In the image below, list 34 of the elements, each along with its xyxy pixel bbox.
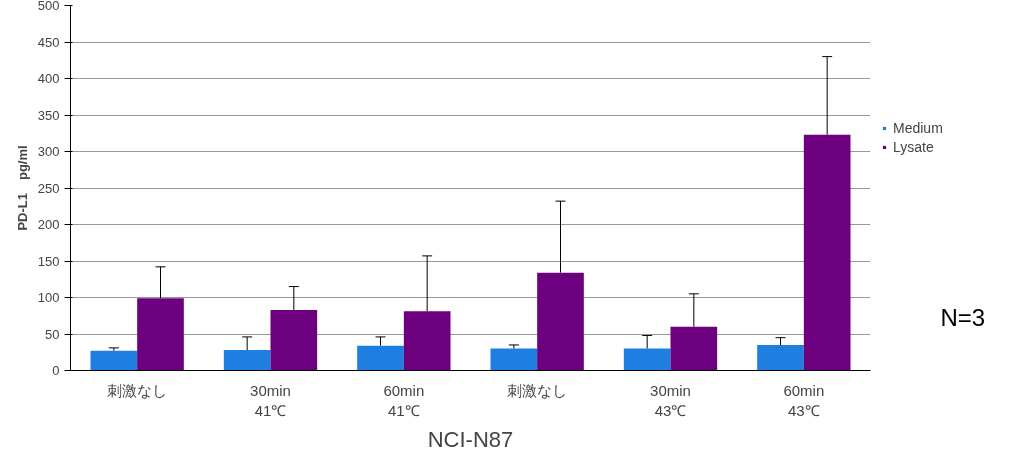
y-tick-label: 300: [37, 144, 60, 159]
y-tick-label: 200: [37, 217, 60, 232]
x-axis-title: NCI-N87: [427, 426, 514, 452]
x-tick-label: 30min 43℃: [650, 381, 691, 419]
bar: [403, 311, 451, 371]
bar: [223, 350, 271, 371]
bar: [270, 309, 318, 371]
bar: [803, 134, 851, 371]
bar: [537, 272, 584, 371]
y-tick-label: 400: [37, 71, 60, 86]
text: N=3: [940, 303, 986, 331]
bar: [137, 298, 184, 371]
legend-label: Medium: [893, 120, 943, 136]
y-tick-label: 250: [37, 180, 60, 196]
y-tick-label: 350: [37, 107, 60, 123]
x-tick-label: 刺激なし: [107, 381, 168, 399]
bar: [357, 345, 404, 371]
x-tick-label: 刺激なし: [507, 381, 568, 399]
legend-label: Lysate: [893, 139, 934, 155]
y-tick-label: 50: [45, 326, 60, 342]
y-tick-label: 150: [37, 253, 60, 269]
y-tick-label: 100: [37, 290, 60, 305]
y-axis-title: PD-L1 pg/ml: [14, 145, 30, 231]
bar: [623, 348, 671, 371]
x-tick-label: 60min 41℃: [383, 381, 425, 419]
x-tick-label: 30min 41℃: [250, 381, 291, 419]
bar: [490, 348, 538, 371]
y-tick-label: 0: [52, 363, 60, 378]
y-tick-label: 500: [37, 0, 60, 13]
x-tick-label: 60min 43℃: [783, 381, 825, 419]
y-tick-label: 450: [37, 34, 60, 50]
bar: [757, 344, 804, 371]
bar: [670, 326, 718, 371]
bar: [90, 350, 138, 371]
